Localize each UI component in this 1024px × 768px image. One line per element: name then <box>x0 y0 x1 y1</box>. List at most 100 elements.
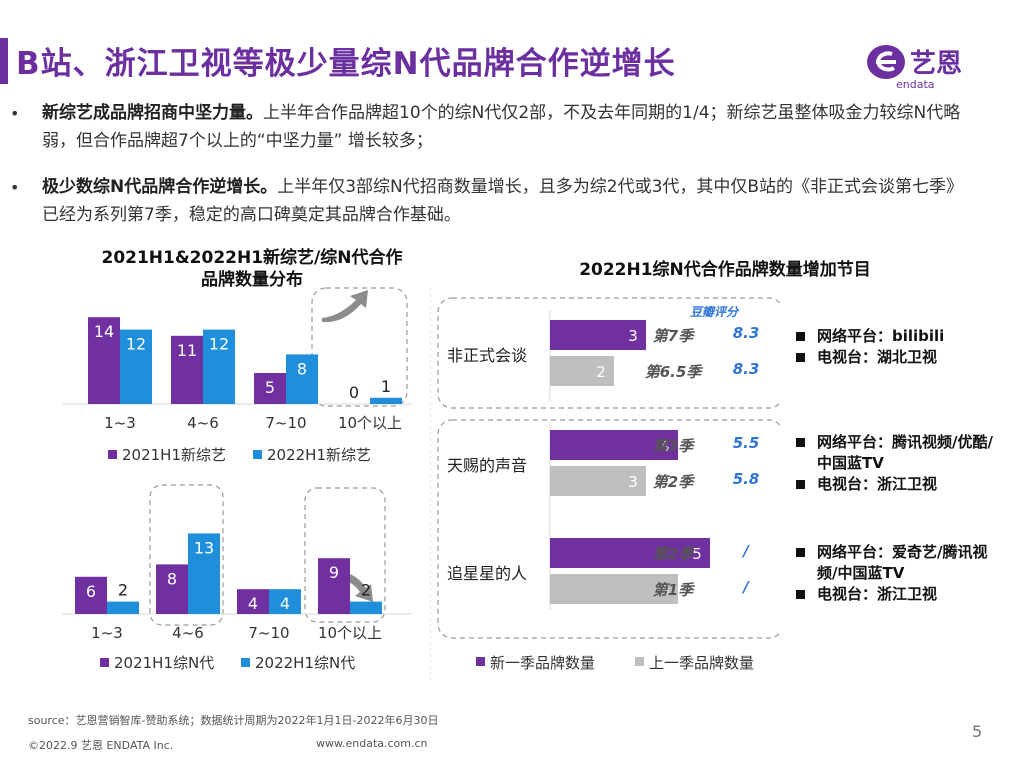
data-label: 5 <box>692 545 702 563</box>
category-label: 4~6 <box>187 414 219 432</box>
legend-top: 2021H1新综艺 2022H1新综艺 <box>108 446 371 464</box>
legend-swatch-blue <box>241 658 250 667</box>
season-label: 第7季 <box>653 327 695 345</box>
platform-note-2: 网络平台：腾讯视频/优酷/中国蓝TV 电视台：浙江卫视 <box>796 432 994 495</box>
legend-swatch-purple <box>108 450 117 459</box>
platform-line: 网络平台：爱奇艺/腾讯视频/中国蓝TV <box>796 542 994 584</box>
legend-label: 2022H1综N代 <box>255 654 355 672</box>
platform-text: 电视台：浙江卫视 <box>817 585 938 603</box>
data-label: 4 <box>660 437 670 455</box>
program-box <box>437 419 780 639</box>
left-bar-charts: 14 12 1~3 11 12 4~6 5 8 7~10 0 1 10个以上 6 2 1~3 8 13 4~6 4 4… <box>62 287 412 672</box>
douban-score: / <box>741 578 750 596</box>
bullet-paragraph-1: 新综艺成品牌招商中坚力量。上半年合作品牌超10个的综N代仅2部，不及去年同期的1… <box>42 99 972 155</box>
data-label: 12 <box>209 335 229 354</box>
platform-text: 电视台：浙江卫视 <box>817 475 938 493</box>
bullet-dot: • <box>10 104 20 123</box>
douban-score: 8.3 <box>733 324 760 342</box>
data-label: 2 <box>361 581 371 600</box>
platform-note-1: 网络平台：bilibili 电视台：湖北卫视 <box>796 326 996 368</box>
prev-season-bar <box>550 466 646 496</box>
bar <box>203 329 235 404</box>
legend-label: 上一季品牌数量 <box>649 654 754 672</box>
program-name: 天赐的声音 <box>447 456 527 475</box>
season-label: 第6.5季 <box>645 363 704 381</box>
prev-season-bar <box>550 356 614 386</box>
footer-source: source：艺恩营销智库-赞助系统；数据统计周期为2022年1月1日-2022… <box>28 714 439 727</box>
new-season-bar <box>550 320 646 350</box>
legend-swatch-blue <box>253 450 262 459</box>
page-title: B站、浙江卫视等极少量综N代品牌合作逆增长 <box>16 46 676 82</box>
legend-label: 2021H1综N代 <box>114 654 214 672</box>
prev-season-bar <box>550 574 678 604</box>
data-label: 4 <box>280 594 290 613</box>
platform-text: 网络平台：腾讯视频/优酷/中国蓝TV <box>817 433 993 472</box>
bar <box>254 373 286 404</box>
douban-score: 5.8 <box>733 470 760 488</box>
douban-score: 5.5 <box>733 434 760 452</box>
bar <box>75 576 107 614</box>
square-bullet-icon <box>796 438 805 447</box>
legend-bottom: 2021H1综N代 2022H1综N代 <box>100 654 355 672</box>
bullet-dot: • <box>10 178 20 197</box>
category-label: 1~3 <box>91 624 123 642</box>
score-header: 豆瓣评分 <box>690 305 740 319</box>
platform-line: 网络平台：bilibili <box>796 326 996 347</box>
square-bullet-icon <box>796 548 805 557</box>
platform-line: 电视台：浙江卫视 <box>796 474 994 495</box>
bar <box>171 335 203 404</box>
platform-line: 电视台：浙江卫视 <box>796 584 994 605</box>
data-label: 13 <box>194 538 214 557</box>
douban-score: 8.3 <box>733 360 760 378</box>
category-label: 4~6 <box>172 624 204 642</box>
platform-text: 网络平台：bilibili <box>817 327 945 345</box>
data-label: 2 <box>596 363 606 381</box>
category-label: 7~10 <box>248 624 289 642</box>
title-accent-bar <box>0 38 8 84</box>
new-season-bar <box>550 538 710 568</box>
arrow-up-icon <box>322 290 368 323</box>
legend-label: 2022H1新综艺 <box>267 446 371 464</box>
highlight-box <box>311 287 408 407</box>
platform-line: 网络平台：腾讯视频/优酷/中国蓝TV <box>796 432 994 474</box>
season-label: 第1季 <box>653 581 695 599</box>
data-label: 8 <box>297 359 307 378</box>
season-label: 第2季 <box>653 545 695 563</box>
category-label: 1~3 <box>104 414 136 432</box>
square-bullet-icon <box>796 590 805 599</box>
bullet-text: 上半年仅3部综N代招商数量增长，且多为综2代或3代，其中仅B站的《非正式会谈第七… <box>42 177 964 225</box>
program-name: 追星星的人 <box>447 564 527 583</box>
page-number: 5 <box>972 722 983 741</box>
legend-label: 2021H1新综艺 <box>122 446 226 464</box>
season-label: 第3季 <box>653 437 695 455</box>
footer-copyright: ©2022.9 艺恩 ENDATA Inc. <box>28 739 174 752</box>
data-label: 6 <box>86 582 96 601</box>
bar <box>350 601 382 614</box>
data-label: 3 <box>628 473 638 491</box>
bullet-paragraph-2: 极少数综N代品牌合作逆增长。上半年仅3部综N代招商数量增长，且多为综2代或3代，… <box>42 173 972 229</box>
platform-note-3: 网络平台：爱奇艺/腾讯视频/中国蓝TV 电视台：浙江卫视 <box>796 542 994 605</box>
right-chart-title: 2022H1综N代合作品牌数量增加节目 <box>579 260 871 280</box>
bar <box>370 397 402 404</box>
bar <box>286 354 318 404</box>
new-season-bar <box>550 430 678 460</box>
legend-swatch-purple <box>100 658 109 667</box>
logo-text: 艺恩 <box>910 49 962 79</box>
logo-icon: 艺恩 endata <box>867 45 962 91</box>
right-legend: 新一季品牌数量 上一季品牌数量 <box>476 654 754 672</box>
category-label: 7~10 <box>265 414 306 432</box>
bar <box>318 558 350 614</box>
data-label: 2 <box>118 581 128 600</box>
data-label: 1 <box>381 377 391 396</box>
data-label: 3 <box>628 327 638 345</box>
highlight-box <box>149 484 224 626</box>
bar <box>156 564 188 614</box>
bar <box>237 589 269 614</box>
bullet-text: 上半年合作品牌超10个的综N代仅2部，不及去年同期的1/4；新综艺虽整体吸金力较… <box>42 103 961 151</box>
footer-url[interactable]: www.endata.com.cn <box>316 737 428 750</box>
data-label: 11 <box>177 341 197 360</box>
category-label: 10个以上 <box>338 414 402 432</box>
bar <box>88 317 120 404</box>
left-chart-title: 2021H1&2022H1新综艺/综N代合作品牌数量分布 <box>101 248 403 290</box>
